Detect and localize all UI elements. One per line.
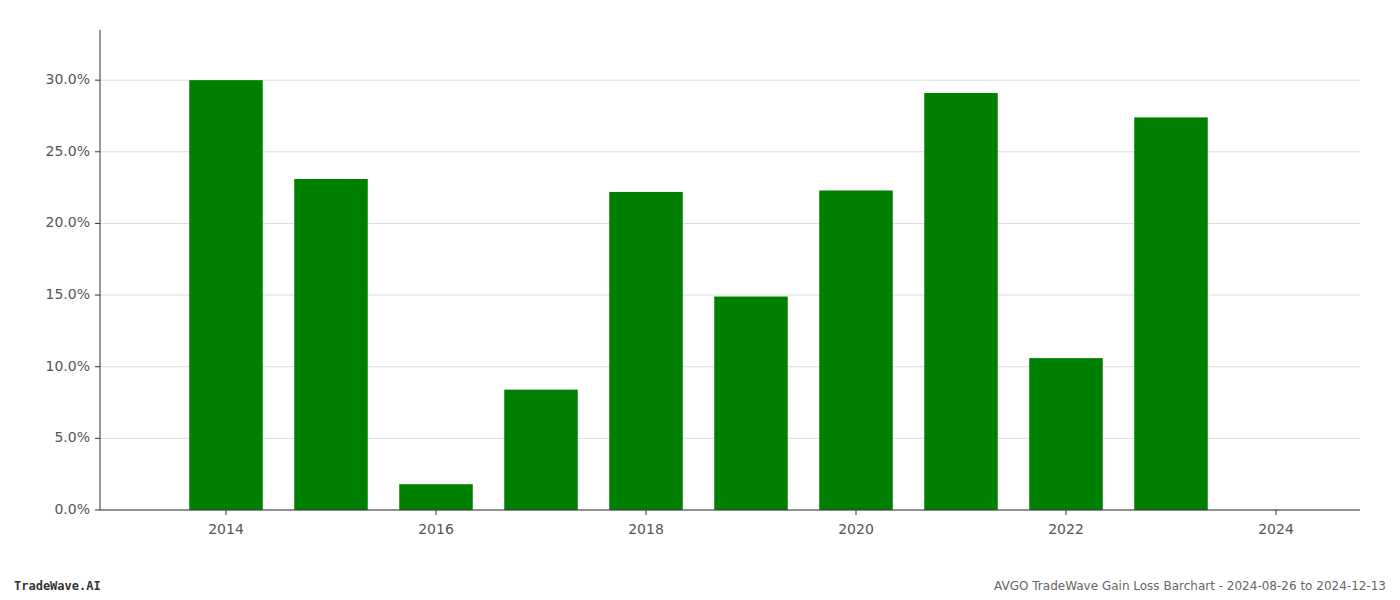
y-tick <box>95 80 100 81</box>
bar <box>399 484 473 510</box>
y-tick <box>95 438 100 439</box>
grid-line <box>100 80 1360 81</box>
y-tick <box>95 151 100 152</box>
bar <box>504 390 578 510</box>
chart-container: 0.0% 5.0% 10.0% 15.0% 20.0% 25.0% 30.0% 2014 201… <box>0 0 1400 600</box>
y-tick <box>95 510 100 511</box>
x-tick-label: 2018 <box>628 521 664 537</box>
y-tick-label: 0.0% <box>54 501 90 517</box>
x-tick <box>646 510 647 515</box>
bar <box>714 297 788 510</box>
y-tick-label: 20.0% <box>46 214 90 230</box>
bar <box>1134 117 1208 510</box>
y-tick <box>95 295 100 296</box>
y-tick-label: 30.0% <box>46 71 90 87</box>
y-tick-label: 10.0% <box>46 358 90 374</box>
x-tick-label: 2014 <box>208 521 244 537</box>
x-tick-label: 2022 <box>1048 521 1084 537</box>
bar <box>294 179 368 510</box>
grid <box>100 80 1360 510</box>
chart-svg: 0.0% 5.0% 10.0% 15.0% 20.0% 25.0% 30.0% 2014 201… <box>0 0 1400 600</box>
x-tick <box>1276 510 1277 515</box>
footer-left: TradeWave.AI <box>14 579 101 593</box>
bar <box>924 93 998 510</box>
x-tick <box>436 510 437 515</box>
y-tick-label: 5.0% <box>54 429 90 445</box>
x-tick <box>856 510 857 515</box>
bar <box>189 80 263 510</box>
bars <box>189 80 1208 510</box>
y-tick-label: 15.0% <box>46 286 90 302</box>
x-tick <box>226 510 227 515</box>
y-tick <box>95 223 100 224</box>
grid-line <box>100 510 1360 511</box>
bar <box>819 190 893 510</box>
bar <box>609 192 683 510</box>
x-tick-label: 2020 <box>838 521 874 537</box>
x-tick-label: 2016 <box>418 521 454 537</box>
y-tick <box>95 366 100 367</box>
bar <box>1029 358 1103 510</box>
x-axis-line <box>100 510 1360 511</box>
footer-right: AVGO TradeWave Gain Loss Barchart - 2024… <box>994 579 1386 593</box>
y-tick-label: 25.0% <box>46 143 90 159</box>
axes: 0.0% 5.0% 10.0% 15.0% 20.0% 25.0% 30.0% 2014 201… <box>46 30 1360 537</box>
x-tick-label: 2024 <box>1258 521 1294 537</box>
x-tick <box>1066 510 1067 515</box>
